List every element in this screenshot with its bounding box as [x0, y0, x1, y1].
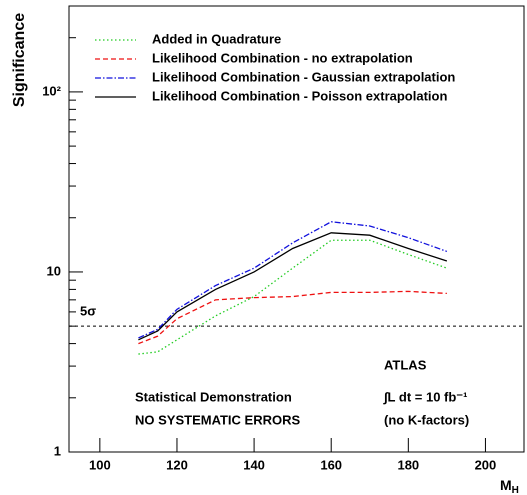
annotation: NO SYSTEMATIC ERRORS: [135, 412, 300, 427]
plot-frame: [68, 5, 525, 453]
legend-label: Likelihood Combination - Gaussian extrap…: [152, 69, 455, 84]
reference-label: 5σ: [80, 304, 96, 319]
series-line: [138, 290, 447, 345]
x-axis-label-sub: H: [512, 485, 519, 495]
annotation: ∫L dt = 10 fb⁻¹: [383, 389, 468, 404]
x-tick-label: 180: [397, 457, 419, 472]
series-line: [138, 221, 448, 339]
x-tick-label: 100: [89, 457, 111, 472]
annotation: Statistical Demonstration: [135, 389, 292, 404]
annotation: (no K-factors): [384, 412, 469, 427]
x-tick-label: 120: [166, 457, 188, 472]
legend-label: Likelihood Combination - Poisson extrapo…: [152, 88, 447, 103]
x-axis-label-main: M: [500, 477, 512, 493]
series-line: [138, 239, 448, 355]
y-tick-label: 1: [54, 443, 61, 458]
annotation: ATLAS: [384, 357, 427, 372]
legend-label: Added in Quadrature: [152, 31, 281, 46]
y-tick-label: 10²: [42, 83, 61, 98]
x-tick-label: 160: [320, 457, 342, 472]
y-tick-label: 10: [47, 263, 61, 278]
y-axis-label: Significance: [11, 13, 28, 107]
legend-label: Likelihood Combination - no extrapolatio…: [152, 50, 413, 65]
x-tick-label: 200: [475, 457, 497, 472]
x-axis-label: MH: [500, 477, 519, 495]
x-tick-label: 140: [243, 457, 265, 472]
series-line: [138, 232, 448, 341]
